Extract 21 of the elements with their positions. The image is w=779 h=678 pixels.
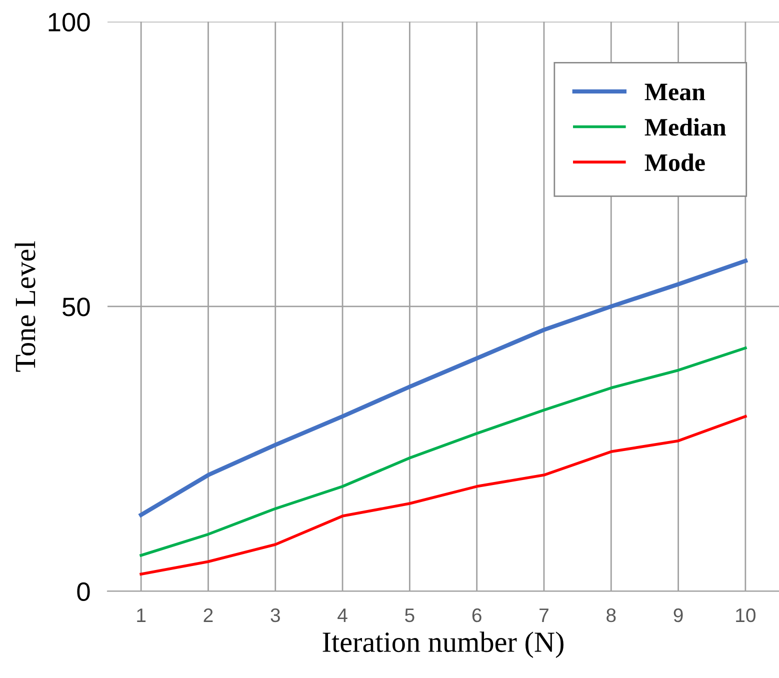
x-tick-label: 5 (405, 608, 414, 622)
x-tick-label: 1 (137, 608, 146, 622)
legend-label: Mode (644, 153, 705, 172)
x-tick-label: 4 (338, 608, 348, 622)
legend-label: Median (644, 118, 726, 136)
x-tick-label: 6 (472, 608, 482, 622)
x-tick-label: 9 (674, 608, 683, 622)
x-axis-title: Iteration number (N) (322, 632, 564, 658)
x-tick-label: 10 (736, 608, 756, 622)
x-tick-label: 2 (204, 608, 213, 622)
y-tick-label: 100 (48, 12, 90, 32)
y-tick-label: 50 (62, 298, 90, 316)
y-axis-title: Tone Level (14, 241, 36, 372)
x-tick-label: 7 (540, 608, 548, 622)
line-series (140, 414, 747, 576)
line-series (138, 258, 748, 517)
x-tick-label: 3 (270, 608, 280, 622)
y-tick-label: 0 (77, 582, 90, 602)
legend-label: Mean (644, 84, 706, 100)
x-tick-label: 8 (606, 608, 616, 622)
line-series (140, 346, 747, 557)
